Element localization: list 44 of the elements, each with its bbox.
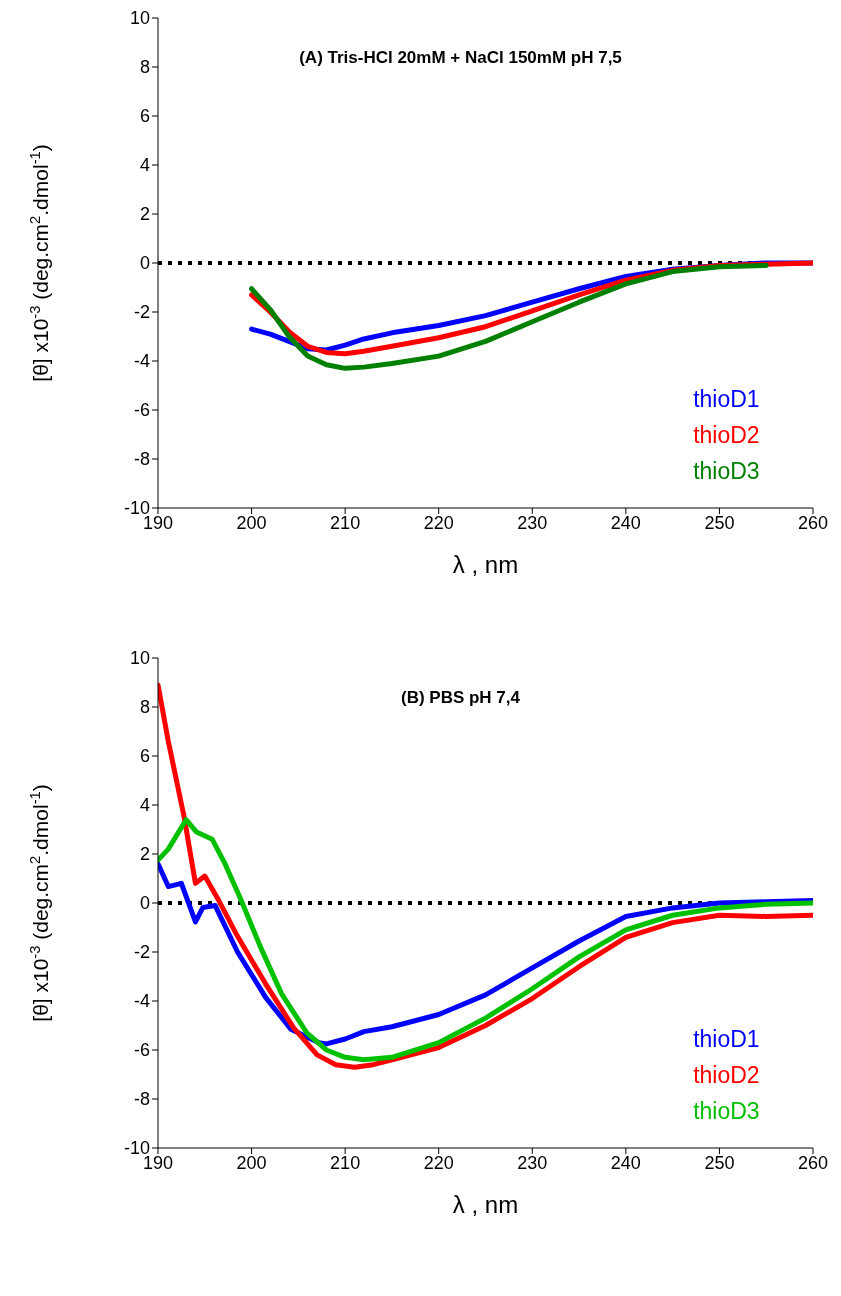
y-tick-label: -6: [133, 1040, 150, 1061]
y-tick-label: 0: [139, 253, 150, 274]
x-tick-label: 240: [610, 512, 641, 533]
y-tick-label: 6: [139, 106, 150, 127]
y-tick-label: 8: [139, 57, 150, 78]
x-tick-label: 240: [610, 1152, 641, 1173]
text: (A) Tris-HCl 20mM + NaCl 150mM pH 7,5: [299, 48, 622, 67]
y-tick-label: 10: [129, 648, 150, 669]
y-tick-label: 8: [139, 697, 150, 718]
x-tick-label: 210: [330, 1152, 361, 1173]
y-tick-label: -4: [133, 351, 150, 372]
text: thioD1: [693, 1025, 760, 1054]
x-tick-label: 260: [797, 1152, 829, 1173]
y-tick-label: 4: [139, 795, 150, 816]
x-tick-label: 230: [517, 1152, 548, 1173]
y-tick-label: -8: [133, 1089, 150, 1110]
y-tick-label: -2: [133, 942, 150, 963]
text: thioD2: [693, 1061, 760, 1090]
text: (B) PBS pH 7,4: [400, 688, 521, 707]
y-tick-label: 0: [139, 893, 150, 914]
y-tick-label: 2: [139, 844, 150, 865]
x-tick-label: 250: [704, 512, 735, 533]
y-tick-label: 10: [129, 8, 150, 29]
x-tick-label: 260: [797, 512, 829, 533]
text: thioD1: [693, 385, 760, 414]
x-tick-label: 210: [330, 512, 361, 533]
x-tick-label: 230: [517, 512, 548, 533]
y-tick-label: 4: [139, 155, 150, 176]
x-tick-label: 250: [704, 1152, 735, 1173]
y-tick-label: -6: [133, 400, 150, 421]
x-axis-title: λ , nm: [452, 1191, 519, 1218]
x-tick-label: 200: [236, 512, 267, 533]
y-tick-label: -8: [133, 449, 150, 470]
y-tick-label: -2: [133, 302, 150, 323]
y-tick-label: 6: [139, 746, 150, 767]
x-tick-label: 200: [236, 1152, 267, 1173]
text: thioD3: [693, 457, 760, 486]
text: thioD3: [693, 1097, 760, 1126]
x-tick-label: 220: [423, 1152, 454, 1173]
text: thioD2: [693, 421, 760, 450]
y-tick-label: -4: [133, 991, 150, 1012]
y-tick-label: 2: [139, 204, 150, 225]
x-tick-label: 220: [423, 512, 454, 533]
x-axis-title: λ , nm: [452, 551, 519, 578]
